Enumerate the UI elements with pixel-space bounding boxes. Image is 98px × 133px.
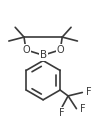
Text: F: F <box>59 108 65 118</box>
Text: O: O <box>22 45 30 55</box>
Text: F: F <box>86 88 92 97</box>
Text: O: O <box>56 45 64 55</box>
Text: B: B <box>40 50 47 60</box>
Text: F: F <box>80 104 85 114</box>
